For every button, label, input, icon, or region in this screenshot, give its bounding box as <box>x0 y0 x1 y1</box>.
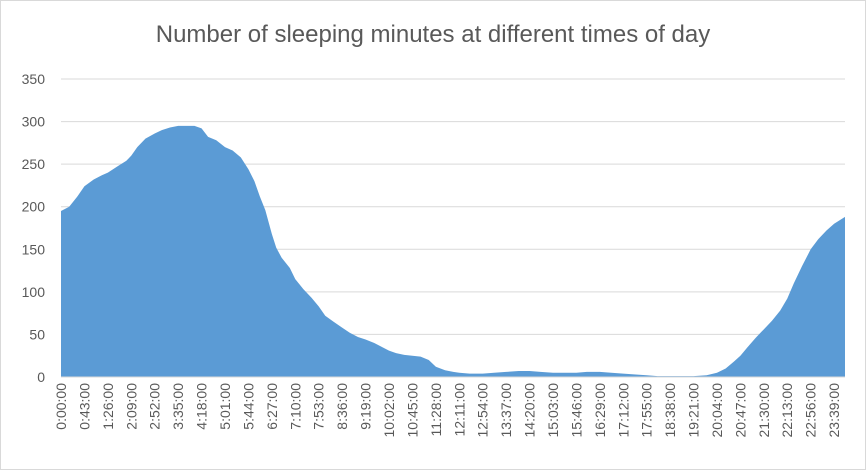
x-tick-label: 17:55:00 <box>639 383 655 438</box>
x-tick-label: 19:21:00 <box>686 383 702 438</box>
area-layer <box>61 125 845 378</box>
x-tick-label: 7:53:00 <box>311 383 327 430</box>
x-tick-label: 23:39:00 <box>826 383 842 438</box>
y-tick-label: 300 <box>22 114 46 130</box>
x-tick-label: 21:30:00 <box>756 383 772 438</box>
series-area <box>61 125 845 377</box>
x-tick-label: 3:35:00 <box>170 383 186 430</box>
x-axis: 0:00:00 0:43:00 1:26:00 2:09:00 2:52:00 3:35:… <box>53 383 842 438</box>
x-tick-label: 16:29:00 <box>592 383 608 438</box>
x-tick-label: 18:38:00 <box>662 383 678 438</box>
x-tick-label: 2:09:00 <box>123 383 139 430</box>
y-tick-label: 350 <box>22 71 46 87</box>
x-tick-label: 9:19:00 <box>358 383 374 430</box>
x-tick-label: 2:52:00 <box>147 383 163 430</box>
x-tick-label: 20:47:00 <box>732 383 748 438</box>
x-tick-label: 10:02:00 <box>381 383 397 438</box>
x-tick-label: 5:44:00 <box>240 383 256 430</box>
x-tick-label: 7:10:00 <box>287 383 303 430</box>
x-tick-label: 6:27:00 <box>264 383 280 430</box>
x-tick-label: 5:01:00 <box>217 383 233 430</box>
x-tick-label: 10:45:00 <box>404 383 420 438</box>
x-tick-label: 17:12:00 <box>615 383 631 438</box>
y-axis: 0 50 100 150 200 250 300 350 <box>22 71 46 385</box>
y-tick-label: 0 <box>37 369 45 385</box>
x-tick-label: 1:26:00 <box>100 383 116 430</box>
x-tick-label: 22:56:00 <box>803 383 819 438</box>
x-tick-label: 14:20:00 <box>522 383 538 438</box>
x-tick-label: 22:13:00 <box>779 383 795 438</box>
x-tick-label: 12:54:00 <box>475 383 491 438</box>
y-tick-label: 250 <box>22 156 46 172</box>
x-tick-label: 11:28:00 <box>428 383 444 437</box>
y-tick-label: 200 <box>22 199 46 215</box>
x-tick-label: 0:00:00 <box>53 383 69 430</box>
x-tick-label: 13:37:00 <box>498 383 514 438</box>
chart-title: Number of sleeping minutes at different … <box>155 21 711 48</box>
y-tick-label: 150 <box>22 241 46 257</box>
x-tick-label: 4:18:00 <box>194 383 210 430</box>
y-tick-label: 100 <box>22 284 46 300</box>
x-tick-label: 15:46:00 <box>568 383 584 438</box>
x-tick-label: 15:03:00 <box>545 383 561 438</box>
x-tick-label: 0:43:00 <box>76 383 92 430</box>
x-tick-label: 8:36:00 <box>334 383 350 430</box>
x-tick-label: 12:11:00 <box>451 383 467 437</box>
x-tick-label: 20:04:00 <box>709 383 725 438</box>
y-tick-label: 50 <box>29 326 45 342</box>
